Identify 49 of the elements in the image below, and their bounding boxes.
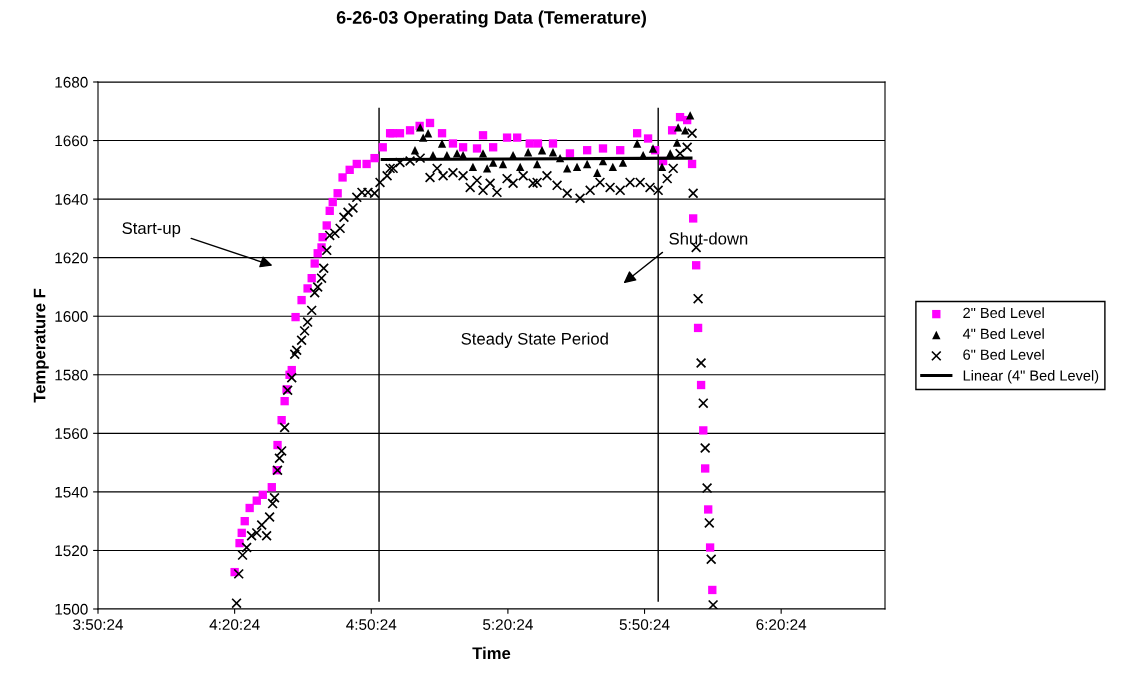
annotation: Steady State Period [461, 332, 608, 348]
y-tick-label: 1640 [55, 193, 88, 205]
y-tick-label: 1580 [55, 369, 88, 381]
legend-label: 4" Bed Level [962, 328, 1044, 339]
point [532, 159, 542, 169]
annotation: Start-up [122, 222, 181, 238]
annotation: Shut-down [669, 232, 748, 245]
point [608, 162, 617, 172]
point [537, 146, 547, 155]
x-tick-label: 6:20:24 [756, 619, 807, 630]
point [478, 149, 488, 158]
x-tick-label: 4:20:24 [209, 619, 260, 630]
point [452, 149, 462, 158]
y-tick-label: 1660 [55, 135, 88, 147]
y-axis-title: Temperature F [33, 288, 49, 403]
y-tick-label: 1560 [55, 428, 88, 440]
point [632, 139, 642, 148]
point [548, 148, 558, 157]
legend-label: Linear (4" Bed Level) [963, 370, 1099, 384]
y-tick-label: 1520 [55, 545, 88, 557]
point [423, 129, 433, 138]
y-tick-label: 1540 [55, 486, 88, 498]
point [523, 148, 533, 157]
x-axis-title: Time [472, 646, 511, 660]
point [482, 164, 492, 173]
point [516, 162, 525, 172]
chart-title: 6-26-03 Operating Data (Temerature) [336, 10, 646, 28]
point [468, 162, 478, 172]
x-tick-label: 5:20:24 [483, 619, 533, 630]
y-tick-label: 1600 [55, 311, 88, 322]
point [572, 162, 582, 172]
point [419, 133, 428, 142]
point [657, 162, 667, 172]
legend-label: 6" Bed Level [963, 349, 1044, 360]
x-tick-label: 5:50:24 [619, 619, 670, 630]
x-tick-label: 3:50:24 [73, 619, 124, 630]
x-tick-label: 4:50:24 [346, 619, 397, 630]
y-tick-label: 1620 [55, 252, 88, 264]
y-tick-label: 1680 [55, 76, 88, 88]
point [498, 159, 508, 169]
point [437, 139, 447, 148]
legend-label: 2" Bed Level [963, 307, 1044, 319]
point [686, 111, 695, 120]
point [563, 164, 572, 173]
point [672, 138, 682, 147]
point [582, 159, 592, 169]
y-tick-label: 1500 [55, 603, 88, 615]
point [593, 168, 602, 177]
point [673, 123, 683, 132]
